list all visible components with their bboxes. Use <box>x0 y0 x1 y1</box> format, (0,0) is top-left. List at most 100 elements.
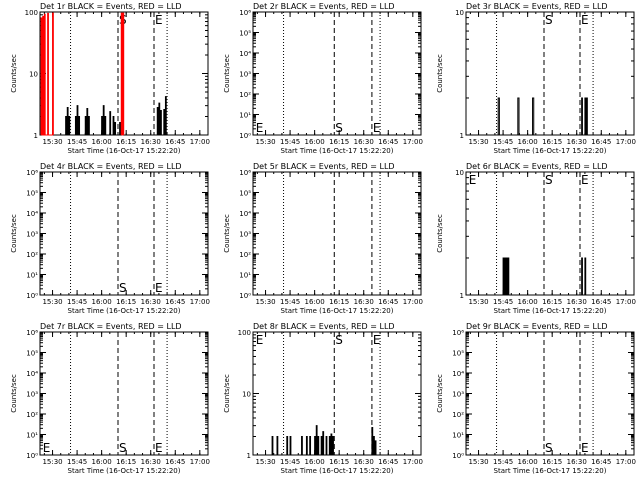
y-tick-label: 100 <box>25 9 38 17</box>
x-tick-label: 16:15 <box>329 298 349 306</box>
x-tick-label: 16:00 <box>305 458 325 466</box>
end-marker: E <box>155 281 163 295</box>
y-tick-label: 10² <box>452 411 464 419</box>
y-axis-label: Counts/sec <box>10 214 18 253</box>
x-tick-label: 15:30 <box>255 458 275 466</box>
y-tick-label: 10 <box>242 391 251 399</box>
y-tick-label: 1 <box>460 132 464 140</box>
x-tick-label: 16:15 <box>542 138 562 146</box>
y-tick-label: 10³ <box>26 391 38 399</box>
x-tick-label: 16:15 <box>542 458 562 466</box>
y-tick-label: 1 <box>460 292 464 300</box>
x-tick-label: 16:00 <box>92 458 112 466</box>
x-tick-label: 16:45 <box>165 458 185 466</box>
y-tick-label: 10⁵ <box>26 350 38 358</box>
det-2r-panel: Det 2r BLACK = Events, RED = LLD 10⁰ 10¹ 10… <box>223 2 423 155</box>
x-tick-label: 17:00 <box>616 458 636 466</box>
y-tick-label: 10 <box>29 71 38 79</box>
events-series-line <box>371 427 377 456</box>
start-marker: S <box>545 441 553 455</box>
y-tick-label: 10¹ <box>239 272 251 280</box>
y-tick-label: 10¹ <box>452 432 464 440</box>
y-tick-label: 10² <box>239 251 251 259</box>
y-tick-label: 10⁴ <box>26 210 38 218</box>
x-tick-label: 15:30 <box>468 458 488 466</box>
panel-title: Det 5r BLACK = Events, RED = LLD <box>253 162 395 171</box>
x-tick-label: 15:30 <box>468 298 488 306</box>
y-tick-label: 10⁶ <box>26 329 38 337</box>
y-axis-label: Counts/sec <box>436 374 444 413</box>
x-tick-label: 17:00 <box>403 458 423 466</box>
x-tick-label: 16:00 <box>305 298 325 306</box>
end-marker: E <box>469 173 477 187</box>
end-marker: E <box>373 121 381 135</box>
plot-frame <box>252 171 422 296</box>
plot-frame <box>252 11 422 136</box>
y-axis-label: Counts/sec <box>436 214 444 253</box>
end-marker: E <box>155 13 163 27</box>
y-tick-label: 10⁶ <box>239 9 251 17</box>
x-tick-label: 16:30 <box>354 138 374 146</box>
start-marker: S <box>119 281 127 295</box>
x-tick-label: 16:15 <box>116 298 136 306</box>
plot-frame <box>465 331 635 456</box>
events-series-line <box>42 105 121 136</box>
y-tick-label: 10⁶ <box>26 169 38 177</box>
x-tick-label: 16:45 <box>591 298 611 306</box>
x-axis-label: Start Time (16-Oct-17 15:22:20) <box>494 307 607 315</box>
y-tick-label: 10⁵ <box>452 350 464 358</box>
det-5r-panel: Det 5r BLACK = Events, RED = LLD 10⁰ 10¹ 10… <box>223 162 423 315</box>
events-series-line <box>502 257 510 296</box>
end-marker: E <box>43 441 51 455</box>
x-tick-label: 16:30 <box>567 138 587 146</box>
x-tick-label: 16:45 <box>591 458 611 466</box>
end-marker: E <box>581 441 589 455</box>
y-axis-label: Counts/sec <box>10 54 18 93</box>
y-tick-label: 10³ <box>26 231 38 239</box>
lld-series-line <box>40 12 54 136</box>
y-tick-label: 10² <box>26 251 38 259</box>
events-series-line <box>314 425 334 456</box>
x-tick-label: 16:45 <box>165 138 185 146</box>
y-tick-label: 100 <box>238 329 251 337</box>
det-7r-panel: Det 7r BLACK = Events, RED = LLD 10⁰ 10¹ 10… <box>10 322 210 475</box>
x-tick-label: 17:00 <box>190 138 210 146</box>
y-tick-label: 10³ <box>239 71 251 79</box>
x-tick-label: 16:00 <box>92 138 112 146</box>
y-tick-label: 10¹ <box>26 432 38 440</box>
x-axis-label: Start Time (16-Oct-17 15:22:20) <box>281 467 394 475</box>
x-tick-label: 16:30 <box>354 298 374 306</box>
plot-frame <box>39 331 209 456</box>
x-axis-label: Start Time (16-Oct-17 15:22:20) <box>494 147 607 155</box>
x-tick-label: 15:45 <box>280 298 300 306</box>
x-tick-label: 16:15 <box>116 138 136 146</box>
y-axis-label: Counts/sec <box>223 214 231 253</box>
end-marker: E <box>581 173 589 187</box>
events-series-line <box>156 96 167 136</box>
y-tick-label: 10⁶ <box>239 169 251 177</box>
events-series-line <box>301 435 312 456</box>
x-tick-label: 16:00 <box>518 298 538 306</box>
start-marker: S <box>119 441 127 455</box>
y-tick-label: 10⁴ <box>239 50 251 58</box>
x-tick-label: 17:00 <box>190 458 210 466</box>
x-tick-label: 16:45 <box>378 458 398 466</box>
start-marker: S <box>335 121 343 135</box>
end-marker: E <box>373 333 381 347</box>
y-tick-label: 10² <box>239 91 251 99</box>
x-tick-label: 16:15 <box>116 458 136 466</box>
x-tick-label: 16:15 <box>329 138 349 146</box>
x-tick-label: 16:30 <box>141 138 161 146</box>
x-axis-label: Start Time (16-Oct-17 15:22:20) <box>68 467 181 475</box>
x-tick-label: 16:45 <box>378 298 398 306</box>
events-series-line <box>581 97 588 136</box>
events-series-line <box>286 435 292 456</box>
y-axis-label: Counts/sec <box>223 54 231 93</box>
x-tick-label: 16:30 <box>141 458 161 466</box>
y-tick-label: 10² <box>26 411 38 419</box>
y-tick-label: 10⁰ <box>239 292 251 300</box>
x-tick-label: 17:00 <box>616 298 636 306</box>
det-8r-panel: Det 8r BLACK = Events, RED = LLD 1 10 100 Co… <box>223 322 423 475</box>
events-series-line <box>497 97 500 135</box>
